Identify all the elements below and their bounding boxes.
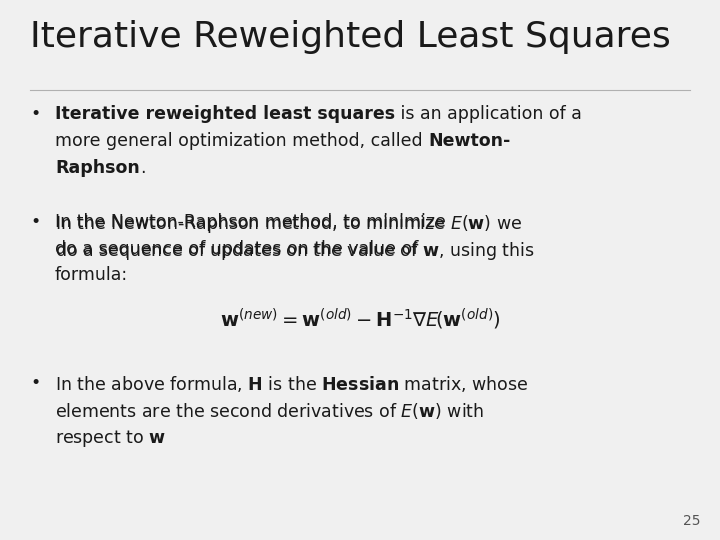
Text: is an application of a: is an application of a (395, 105, 582, 123)
Text: 25: 25 (683, 514, 700, 528)
Text: more general optimization method, called: more general optimization method, called (55, 132, 428, 150)
Text: In the Newton-Raphson method, to minimize: In the Newton-Raphson method, to minimiz… (55, 213, 451, 231)
Text: •: • (30, 213, 40, 231)
Text: Iterative reweighted least squares: Iterative reweighted least squares (55, 105, 395, 123)
Text: do a sequence of updates on the value of $\mathbf{w}$, using this: do a sequence of updates on the value of… (55, 240, 534, 261)
Text: •: • (30, 374, 40, 392)
Text: Newton-: Newton- (428, 132, 510, 150)
Text: In the above formula, $\mathbf{H}$ is the $\mathbf{Hessian}$ matrix, whose: In the above formula, $\mathbf{H}$ is th… (55, 374, 528, 394)
Text: formula:: formula: (55, 266, 128, 285)
Text: •: • (30, 105, 40, 123)
Text: respect to $\mathbf{w}$: respect to $\mathbf{w}$ (55, 428, 166, 449)
Text: In the Newton-Raphson method, to minimize $E(\mathbf{w})$ we: In the Newton-Raphson method, to minimiz… (55, 213, 522, 235)
Text: .: . (140, 159, 145, 177)
Text: Iterative Reweighted Least Squares: Iterative Reweighted Least Squares (30, 20, 671, 54)
Text: do a sequence of updates on the value of: do a sequence of updates on the value of (55, 240, 424, 258)
Text: $\mathbf{w}^{(new)} = \mathbf{w}^{(old)} - \mathbf{H}^{-1}\nabla E\!\left(\mathb: $\mathbf{w}^{(new)} = \mathbf{w}^{(old)}… (220, 307, 500, 332)
Text: elements are the second derivatives of $E(\mathbf{w})$ with: elements are the second derivatives of $… (55, 401, 485, 421)
Text: Raphson: Raphson (55, 159, 140, 177)
